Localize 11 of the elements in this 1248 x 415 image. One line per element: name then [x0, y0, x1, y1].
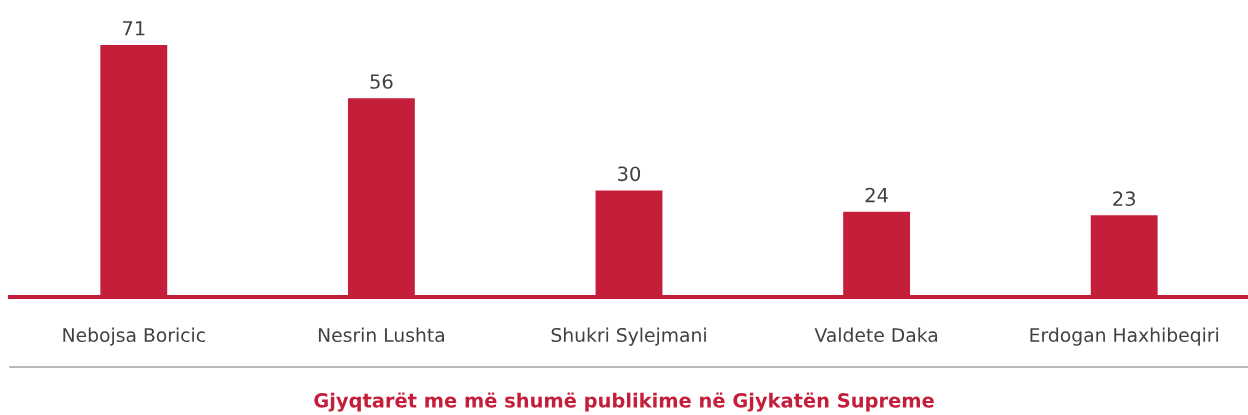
data-label: 23 [1113, 191, 1136, 207]
x-tick-label: Erdogan Haxhibeqiri [1030, 327, 1218, 346]
x-tick-label: Valdete Daka [814, 327, 938, 343]
data-label: 24 [865, 187, 888, 203]
data-label: 30 [618, 166, 641, 182]
data-label: 56 [370, 74, 393, 89]
x-tick-label: Nesrin Lushta [318, 327, 444, 343]
text: Gjyqtarët me më shumë publikime në Gjykatën Supreme [314, 392, 934, 412]
x-tick-label: Nebojsa Boricic [63, 327, 205, 346]
data-label: 71 [123, 21, 145, 36]
x-tick-label: Shukri Sylejmani [551, 327, 706, 346]
